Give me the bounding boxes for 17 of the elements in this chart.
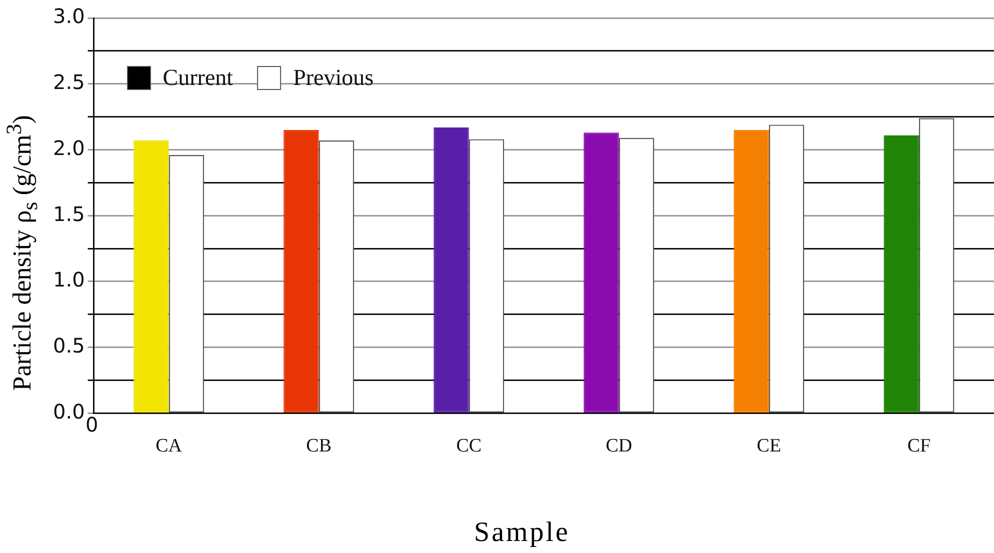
annotation: 0: [85, 412, 98, 436]
x-axis-title: Sample: [473, 517, 571, 549]
y-tick-label: 2.5: [52, 70, 85, 94]
x-tick-label: CC: [456, 436, 482, 457]
y-tick-label: 1.5: [52, 202, 85, 226]
x-tick-label: CA: [156, 436, 182, 457]
y-tick-label: 1.0: [52, 268, 85, 292]
text: Current: [162, 65, 234, 90]
x-tick-label: CB: [306, 436, 332, 457]
y-tick-label: 0.0: [52, 399, 85, 424]
legend-label: Previous: [293, 65, 374, 90]
y-tick-label: 2.0: [52, 136, 85, 160]
x-tick-label: CD: [606, 436, 632, 457]
y-tick-label: 0.5: [52, 334, 85, 358]
y-tick-label: 3.0: [52, 4, 85, 28]
x-tick-label: CE: [756, 436, 782, 457]
x-tick-label: CF: [907, 436, 931, 457]
